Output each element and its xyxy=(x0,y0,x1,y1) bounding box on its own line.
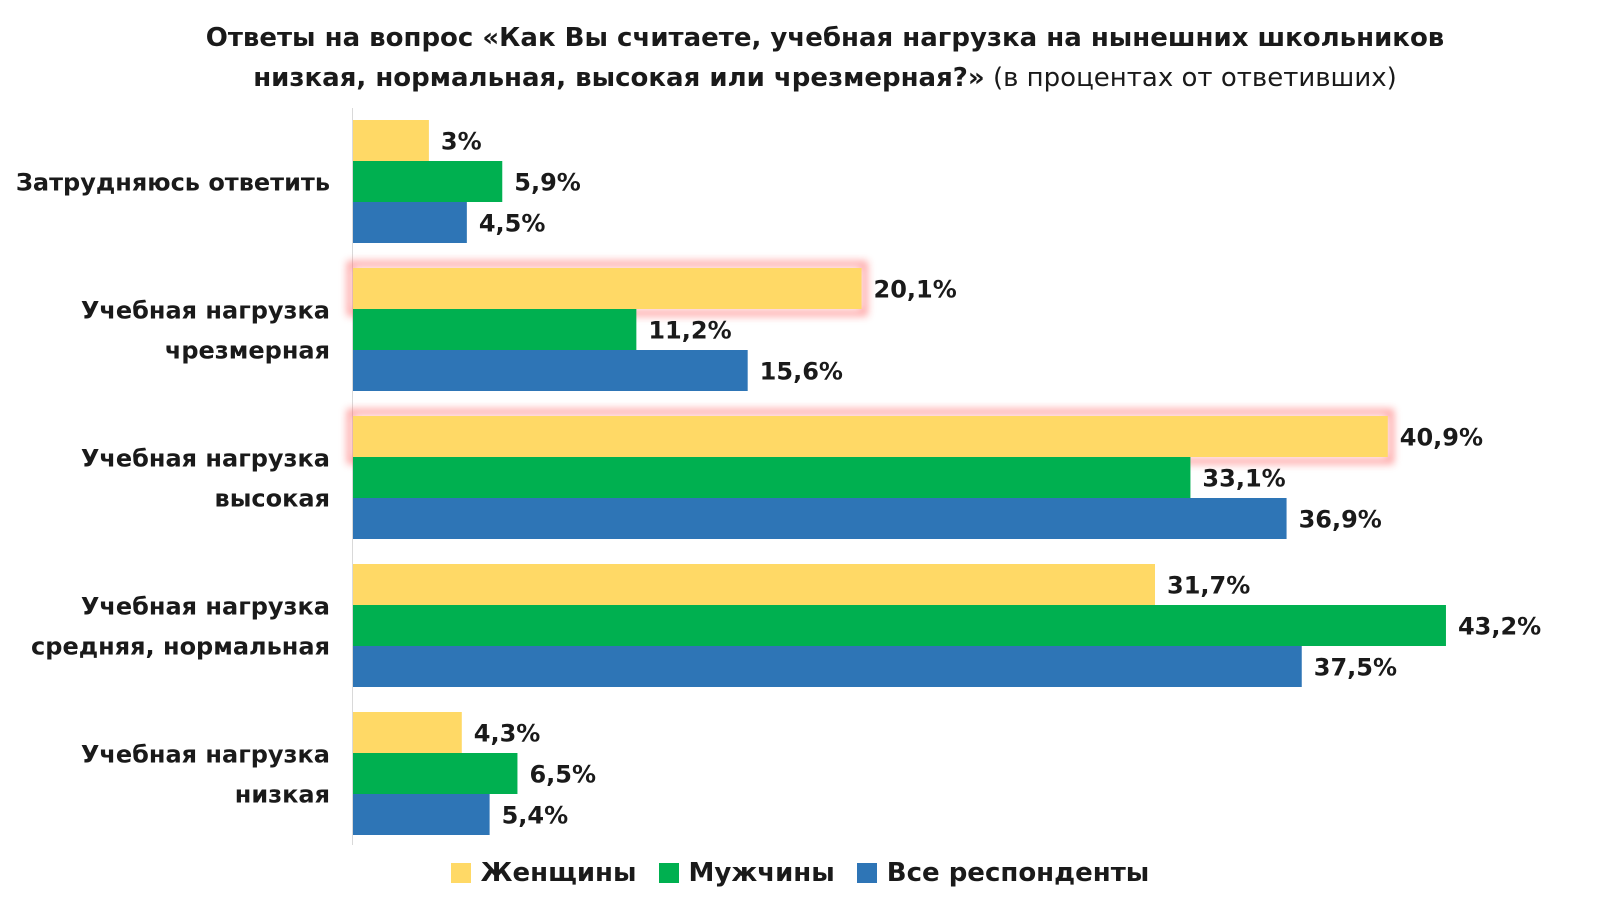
category-label: Учебная нагрузка xyxy=(81,445,330,473)
legend-swatch xyxy=(450,863,471,883)
bar xyxy=(353,268,862,309)
data-label: 33,1% xyxy=(1202,465,1285,493)
category-label: средняя, нормальная xyxy=(31,633,330,661)
bar xyxy=(353,416,1388,457)
bar xyxy=(353,457,1191,498)
data-label: 37,5% xyxy=(1314,654,1397,682)
bar xyxy=(353,120,429,161)
legend-swatch xyxy=(856,863,877,883)
legend-item: Мужчины xyxy=(658,858,835,888)
data-label: 36,9% xyxy=(1299,506,1382,534)
bar xyxy=(353,794,490,835)
legend-item: Все респонденты xyxy=(856,858,1150,888)
chart-title: Ответы на вопрос «Как Вы считаете, учебн… xyxy=(160,18,1490,98)
category-label: высокая xyxy=(215,485,331,513)
data-label: 6,5% xyxy=(529,761,596,789)
data-label: 11,2% xyxy=(648,317,731,345)
bar xyxy=(353,646,1302,687)
legend-label: Мужчины xyxy=(688,858,835,888)
category-label: Учебная нагрузка xyxy=(81,297,330,325)
data-label: 15,6% xyxy=(760,358,843,386)
legend-label: Все респонденты xyxy=(886,858,1150,888)
bar xyxy=(353,605,1446,646)
data-label: 5,4% xyxy=(502,802,569,830)
bar xyxy=(353,564,1156,605)
bar xyxy=(353,498,1287,539)
bar xyxy=(353,309,637,350)
category-label: Учебная нагрузка xyxy=(81,593,330,621)
data-label: 40,9% xyxy=(1400,424,1483,452)
data-label: 4,3% xyxy=(474,720,541,748)
bar xyxy=(353,712,462,753)
bar xyxy=(353,202,467,243)
bar xyxy=(353,753,518,794)
category-label: низкая xyxy=(235,781,330,809)
data-label: 3% xyxy=(441,128,482,156)
data-label: 5,9% xyxy=(514,169,581,197)
legend-item: Женщины xyxy=(450,858,637,888)
data-label: 4,5% xyxy=(479,210,546,238)
data-label: 20,1% xyxy=(874,276,957,304)
category-label: Учебная нагрузка xyxy=(81,741,330,769)
bar xyxy=(353,350,748,391)
legend-swatch xyxy=(658,863,679,883)
chart-title-main: Ответы на вопрос «Как Вы считаете, учебн… xyxy=(205,23,1445,93)
data-label: 43,2% xyxy=(1458,613,1541,641)
data-label: 31,7% xyxy=(1167,572,1250,600)
chart-title-note: (в процентах от ответивших) xyxy=(992,63,1397,93)
category-label: Затрудняюсь ответить xyxy=(16,169,330,197)
bar xyxy=(353,161,503,202)
category-label: чрезмерная xyxy=(165,337,330,365)
legend: Женщины Мужчины Все респонденты xyxy=(0,858,1600,888)
legend-label: Женщины xyxy=(480,858,637,888)
